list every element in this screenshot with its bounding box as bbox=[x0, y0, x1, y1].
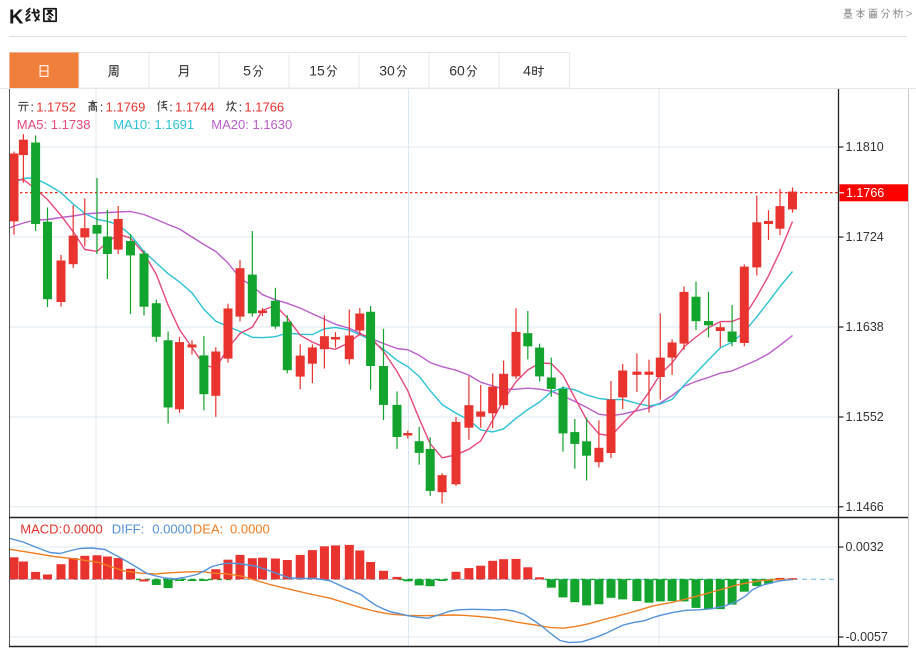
svg-text:DEA:: DEA: bbox=[193, 522, 223, 537]
svg-text:0.0000: 0.0000 bbox=[230, 522, 270, 537]
svg-text:0.0000: 0.0000 bbox=[63, 522, 103, 537]
svg-text:4: 4 bbox=[523, 63, 531, 79]
svg-text:1.1810: 1.1810 bbox=[846, 140, 884, 154]
svg-text::: : bbox=[169, 100, 173, 115]
svg-text:0.0032: 0.0032 bbox=[846, 540, 884, 554]
svg-text:15: 15 bbox=[309, 63, 325, 79]
svg-text:0.0000: 0.0000 bbox=[152, 522, 192, 537]
svg-text:60: 60 bbox=[449, 63, 465, 79]
svg-text:1.1769: 1.1769 bbox=[106, 100, 146, 115]
svg-text:>: > bbox=[906, 7, 913, 21]
svg-text::: : bbox=[30, 100, 34, 115]
svg-text:DIFF:: DIFF: bbox=[112, 522, 145, 537]
svg-text:-0.0057: -0.0057 bbox=[846, 630, 888, 644]
svg-text:MA20: 1.1630: MA20: 1.1630 bbox=[211, 117, 292, 132]
svg-text:MA10: 1.1691: MA10: 1.1691 bbox=[113, 117, 194, 132]
svg-text:K: K bbox=[9, 7, 24, 29]
svg-text:1.1744: 1.1744 bbox=[175, 100, 215, 115]
svg-text::: : bbox=[239, 100, 243, 115]
svg-text:1.1638: 1.1638 bbox=[846, 320, 884, 334]
svg-text:1.1724: 1.1724 bbox=[846, 230, 884, 244]
svg-text:5: 5 bbox=[243, 63, 251, 79]
svg-text:1.1766: 1.1766 bbox=[846, 186, 884, 200]
svg-text:1.1752: 1.1752 bbox=[36, 100, 76, 115]
svg-text:MA5: 1.1738: MA5: 1.1738 bbox=[17, 117, 91, 132]
svg-text::: : bbox=[100, 100, 104, 115]
svg-text:30: 30 bbox=[379, 63, 395, 79]
svg-text:MACD:: MACD: bbox=[20, 522, 62, 537]
svg-text:1.1466: 1.1466 bbox=[846, 500, 884, 514]
svg-text:1.1766: 1.1766 bbox=[244, 100, 284, 115]
svg-text:1.1552: 1.1552 bbox=[846, 410, 884, 424]
